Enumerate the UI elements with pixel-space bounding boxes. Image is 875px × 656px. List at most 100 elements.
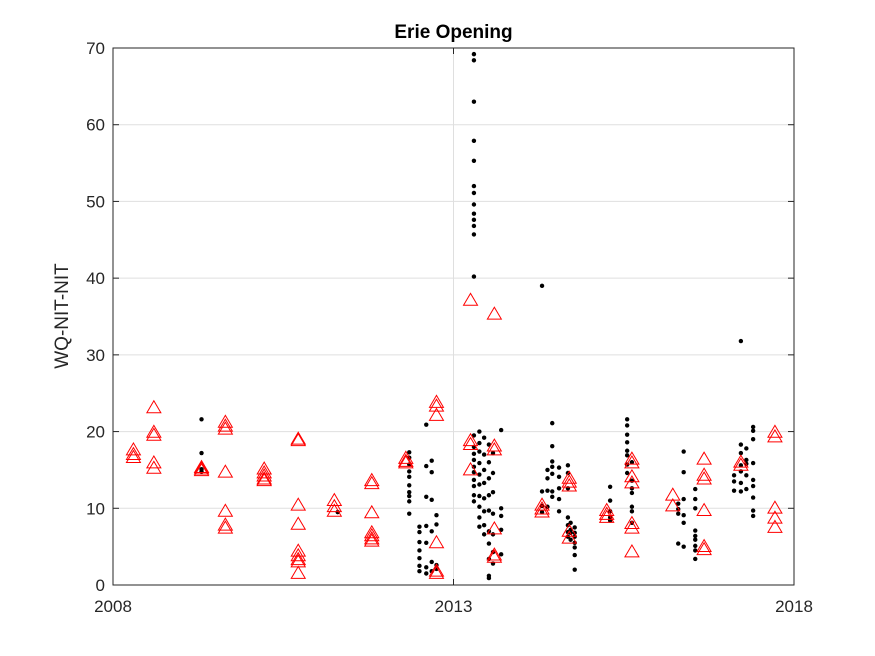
data-point-dot <box>417 548 422 553</box>
data-point-dot <box>429 559 434 565</box>
data-point-dot <box>434 522 439 527</box>
data-point-triangle <box>486 547 503 561</box>
data-point-triangle <box>733 454 749 468</box>
data-point-dot <box>424 494 429 499</box>
data-point-triangle <box>561 470 578 484</box>
data-point-dot <box>471 457 477 463</box>
data-point-triangle <box>193 459 210 474</box>
observed-series <box>199 51 756 581</box>
data-point-triangle <box>363 533 380 547</box>
data-point-dot <box>693 533 698 539</box>
data-point-triangle <box>486 441 503 456</box>
data-point-triangle <box>217 421 234 435</box>
data-point-triangle <box>534 504 550 518</box>
data-point-dot <box>486 493 492 498</box>
data-point-dot <box>556 509 562 514</box>
data-point-dot <box>750 513 756 519</box>
x-tick-label: 2008 <box>94 597 132 616</box>
data-point-dot <box>498 513 504 519</box>
data-point-dot <box>624 470 630 476</box>
data-point-dot <box>490 470 496 476</box>
data-point-dot <box>486 541 492 546</box>
y-tick-label: 60 <box>86 116 105 135</box>
data-point-dot <box>731 488 737 493</box>
data-point-dot <box>624 440 630 445</box>
data-point-dot <box>417 529 422 535</box>
data-point-dot <box>481 435 487 440</box>
data-point-dot <box>199 417 204 422</box>
data-point-triangle <box>696 467 712 481</box>
data-point-dot <box>550 489 555 494</box>
data-point-triangle <box>326 498 343 513</box>
y-tick-label: 70 <box>86 39 105 58</box>
data-point-dot <box>556 496 562 502</box>
data-point-dot <box>481 522 487 528</box>
data-point-dot <box>556 486 562 491</box>
data-point-dot <box>477 493 482 499</box>
data-point-dot <box>471 274 477 279</box>
data-point-triangle <box>363 524 380 539</box>
data-point-dot <box>434 512 439 518</box>
data-point-dot <box>407 499 412 504</box>
data-point-dot <box>539 489 545 494</box>
data-point-triangle <box>664 497 681 512</box>
data-point-dot <box>498 427 504 433</box>
data-point-dot <box>490 511 496 516</box>
data-point-triangle <box>256 468 273 482</box>
data-point-dot <box>477 515 482 520</box>
data-point-dot <box>481 480 487 486</box>
data-point-dot <box>539 283 545 289</box>
data-point-dot <box>624 453 630 458</box>
data-point-dot <box>481 509 487 514</box>
data-point-dot <box>629 504 635 509</box>
data-point-dot <box>471 190 477 196</box>
data-point-dot <box>545 467 550 473</box>
data-point-dot <box>681 496 686 502</box>
y-tick-label: 50 <box>86 192 105 211</box>
data-point-triangle <box>462 292 479 306</box>
data-point-dot <box>693 486 698 492</box>
data-point-dot <box>424 540 429 546</box>
data-point-triangle <box>624 544 640 558</box>
data-point-dot <box>750 483 756 489</box>
data-point-dot <box>572 567 577 572</box>
data-point-triangle <box>363 475 380 490</box>
data-point-dot <box>568 537 573 542</box>
data-point-dot <box>471 58 477 63</box>
data-point-triangle <box>256 465 273 479</box>
data-point-dot <box>750 428 756 434</box>
data-point-dot <box>471 99 477 104</box>
data-point-dot <box>750 460 756 466</box>
data-point-triangle <box>217 520 234 534</box>
data-point-dot <box>498 552 504 557</box>
data-point-dot <box>744 446 749 451</box>
data-point-triangle <box>125 449 142 464</box>
data-point-dot <box>471 158 477 163</box>
data-point-dot <box>481 467 487 473</box>
data-point-dot <box>731 473 737 478</box>
y-tick-label: 30 <box>86 346 105 365</box>
data-point-dot <box>424 463 429 469</box>
data-point-dot <box>550 443 555 449</box>
data-point-triangle <box>696 471 712 485</box>
data-point-triangle <box>624 468 640 483</box>
data-point-triangle <box>290 547 307 562</box>
data-point-dot <box>477 440 482 446</box>
data-point-dot <box>471 433 477 438</box>
data-point-triangle <box>217 464 234 478</box>
data-point-dot <box>629 509 635 514</box>
data-point-triangle <box>290 543 307 557</box>
data-point-triangle <box>217 503 234 517</box>
data-point-dot <box>693 556 698 562</box>
data-point-triangle <box>767 424 783 438</box>
data-point-dot <box>629 490 635 496</box>
data-point-dot <box>477 449 482 454</box>
data-point-triangle <box>217 414 234 428</box>
y-tick-label: 10 <box>86 499 105 518</box>
data-point-triangle <box>428 394 445 408</box>
data-point-triangle <box>290 497 307 511</box>
data-point-triangle <box>397 453 414 467</box>
data-point-dot <box>424 571 429 576</box>
data-point-dot <box>738 463 744 468</box>
